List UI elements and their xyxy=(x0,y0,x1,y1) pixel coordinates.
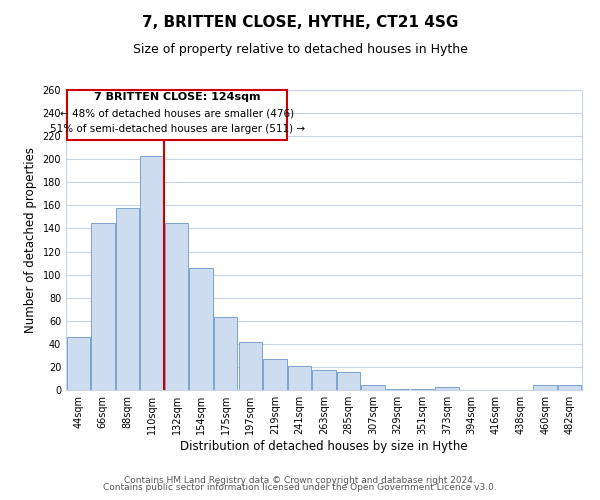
Bar xyxy=(313,370,335,390)
Bar xyxy=(263,359,287,390)
Text: Contains public sector information licensed under the Open Government Licence v3: Contains public sector information licen… xyxy=(103,484,497,492)
Bar xyxy=(214,318,238,390)
Text: Size of property relative to detached houses in Hythe: Size of property relative to detached ho… xyxy=(133,42,467,56)
Text: 7, BRITTEN CLOSE, HYTHE, CT21 4SG: 7, BRITTEN CLOSE, HYTHE, CT21 4SG xyxy=(142,15,458,30)
Bar xyxy=(533,386,557,390)
X-axis label: Distribution of detached houses by size in Hythe: Distribution of detached houses by size … xyxy=(180,440,468,453)
Text: 51% of semi-detached houses are larger (511) →: 51% of semi-detached houses are larger (… xyxy=(50,124,305,134)
Bar xyxy=(140,156,164,390)
Bar xyxy=(165,222,188,390)
Bar xyxy=(288,366,311,390)
Bar xyxy=(435,386,458,390)
Bar xyxy=(386,389,409,390)
Bar xyxy=(361,386,385,390)
Bar xyxy=(116,208,139,390)
Text: 7 BRITTEN CLOSE: 124sqm: 7 BRITTEN CLOSE: 124sqm xyxy=(94,92,260,102)
Text: Contains HM Land Registry data © Crown copyright and database right 2024.: Contains HM Land Registry data © Crown c… xyxy=(124,476,476,485)
Y-axis label: Number of detached properties: Number of detached properties xyxy=(24,147,37,333)
Bar xyxy=(337,372,360,390)
Bar xyxy=(91,222,115,390)
Bar xyxy=(558,386,581,390)
Bar xyxy=(67,337,90,390)
Bar xyxy=(410,389,434,390)
Bar xyxy=(239,342,262,390)
Bar xyxy=(190,268,213,390)
Text: ← 48% of detached houses are smaller (476): ← 48% of detached houses are smaller (47… xyxy=(60,108,294,118)
